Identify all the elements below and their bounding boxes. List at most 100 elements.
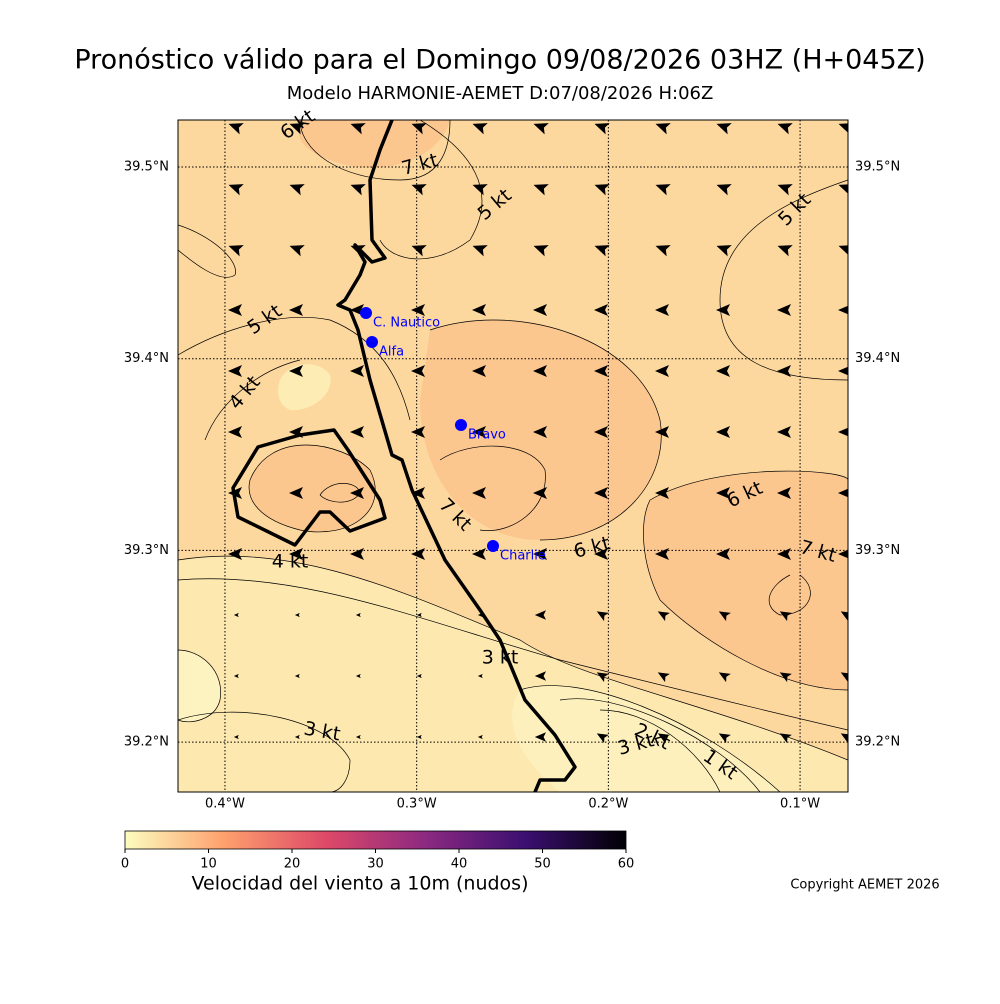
wind-arrow xyxy=(655,184,671,196)
wind-arrow xyxy=(594,548,608,560)
wind-arrow xyxy=(594,426,608,438)
station-marker xyxy=(366,336,378,348)
wind-arrow xyxy=(655,365,669,377)
station-marker xyxy=(455,419,467,431)
wind-arrow xyxy=(594,245,610,257)
wind-arrow xyxy=(289,184,305,196)
wind-arrow xyxy=(533,487,547,499)
wind-arrow xyxy=(777,365,791,377)
wind-arrow xyxy=(840,672,848,683)
wind-arrow xyxy=(294,612,300,618)
station-label: Charlie xyxy=(500,549,546,564)
wind-arrow xyxy=(411,426,425,438)
wind-arrow xyxy=(716,487,730,499)
wind-arrow xyxy=(289,245,305,257)
wind-arrow xyxy=(350,365,364,377)
wind-arrow xyxy=(594,487,608,499)
wind-arrow xyxy=(411,245,427,257)
wind-arrow xyxy=(472,304,486,316)
wind-arrow xyxy=(228,304,242,316)
wind-arrow xyxy=(411,487,425,499)
wind-arrow xyxy=(594,184,610,196)
wind-arrow xyxy=(472,426,486,438)
wind-arrow xyxy=(534,671,546,681)
wind-arrow xyxy=(655,487,669,499)
wind-arrow xyxy=(472,245,488,257)
wind-arrow xyxy=(838,123,848,135)
colorbar-tick-label: 30 xyxy=(367,857,384,872)
wind-arrow xyxy=(472,184,488,196)
wind-arrow xyxy=(596,733,609,744)
wind-arrow xyxy=(718,611,731,622)
y-tick-label-right: 39.4°N xyxy=(855,351,900,366)
wind-arrow xyxy=(840,611,848,622)
wind-arrow xyxy=(838,366,848,376)
wind-arrow xyxy=(716,245,732,257)
wind-arrow xyxy=(838,427,848,437)
wind-arrow xyxy=(350,123,366,135)
colorbar-tick-label: 10 xyxy=(200,857,217,872)
wind-arrow xyxy=(716,123,732,135)
wind-arrow xyxy=(777,548,791,560)
wind-arrow xyxy=(477,673,483,679)
wind-arrow xyxy=(233,734,239,740)
wind-arrow xyxy=(657,611,670,622)
wind-arrow xyxy=(289,123,305,135)
wind-arrow xyxy=(416,612,422,618)
wind-arrow xyxy=(594,365,608,377)
x-tick-label: 0.2°W xyxy=(588,797,628,812)
wind-arrow xyxy=(533,245,549,257)
wind-arrow xyxy=(472,548,486,560)
wind-arrow xyxy=(840,733,848,744)
wind-arrow xyxy=(233,673,239,679)
wind-arrow xyxy=(838,245,848,257)
wind-arrow xyxy=(596,611,609,622)
colorbar-tick-label: 20 xyxy=(284,857,301,872)
wind-arrow xyxy=(657,733,670,744)
wind-arrow xyxy=(777,304,791,316)
wind-arrow xyxy=(416,734,422,740)
wind-arrow xyxy=(233,612,239,618)
wind-arrow xyxy=(533,184,549,196)
x-tick-label: 0.1°W xyxy=(780,797,820,812)
contour-label: 4 kt xyxy=(272,551,309,573)
wind-arrow xyxy=(228,184,244,196)
map-frame xyxy=(177,119,849,793)
colorbar-tick-label: 50 xyxy=(534,857,551,872)
wind-arrow xyxy=(716,426,730,438)
wind-arrow xyxy=(534,732,546,742)
wind-arrow xyxy=(779,733,792,744)
wind-arrow xyxy=(655,548,669,560)
wind-arrow xyxy=(533,365,547,377)
wind-arrow xyxy=(411,123,427,135)
wind-arrow xyxy=(289,548,303,560)
wind-arrow xyxy=(596,672,609,683)
wind-arrow xyxy=(533,548,547,560)
wind-arrow xyxy=(716,184,732,196)
x-tick-label: 0.3°W xyxy=(397,797,437,812)
wind-arrow xyxy=(838,184,848,196)
station-label: Alfa xyxy=(379,345,404,360)
y-tick-label: 39.3°N xyxy=(124,543,169,558)
wind-arrow xyxy=(777,184,793,196)
wind-arrow xyxy=(294,734,300,740)
station-marker xyxy=(487,540,499,552)
wind-arrow xyxy=(655,123,671,135)
wind-arrow xyxy=(655,426,669,438)
station-label: C. Nautico xyxy=(373,316,440,331)
wind-arrow xyxy=(838,488,848,498)
wind-arrow xyxy=(350,487,364,499)
map-field xyxy=(178,120,848,792)
wind-arrow xyxy=(228,245,244,257)
wind-arrow xyxy=(777,426,791,438)
title: Pronóstico válido para el Domingo 09/08/… xyxy=(74,45,925,76)
wind-arrow xyxy=(411,548,425,560)
y-tick-label: 39.2°N xyxy=(124,735,169,750)
wind-arrow xyxy=(657,672,670,683)
wind-arrow xyxy=(718,733,731,744)
wind-arrow xyxy=(655,304,669,316)
wind-arrow xyxy=(289,365,303,377)
wind-arrow xyxy=(350,184,366,196)
wind-arrow xyxy=(228,123,244,135)
wind-arrow xyxy=(355,673,361,679)
